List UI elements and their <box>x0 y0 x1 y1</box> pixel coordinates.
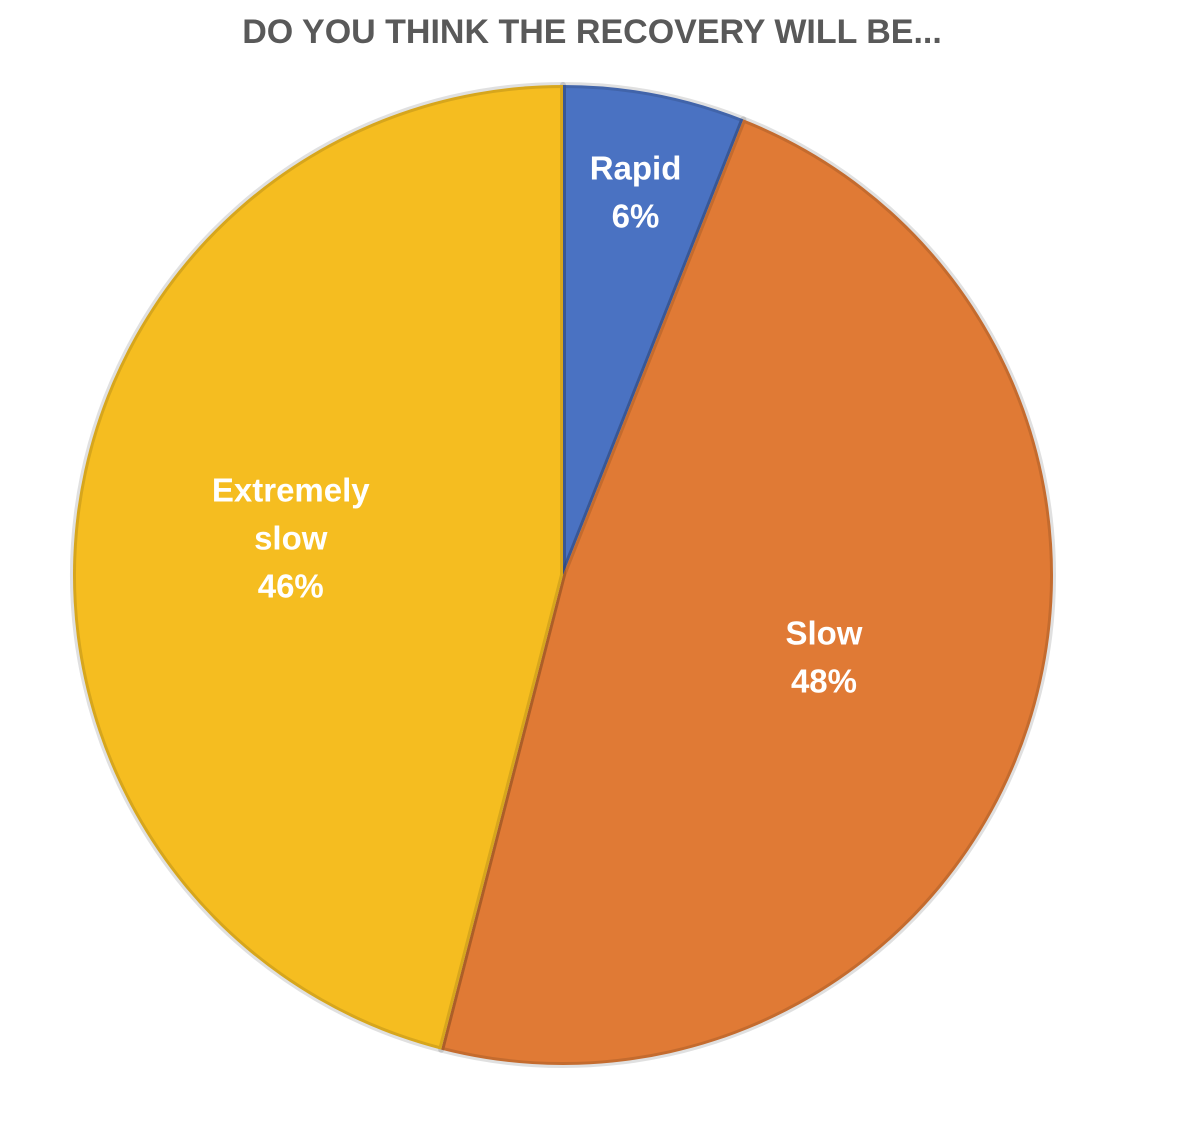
pie-slice <box>560 82 747 578</box>
value-label: 6% <box>612 197 660 234</box>
chart-title: DO YOU THINK THE RECOVERY WILL BE... <box>242 13 942 51</box>
pie-slice <box>69 82 566 1053</box>
value-label: 46% <box>258 567 324 604</box>
value-label: 48% <box>791 663 857 700</box>
slice-label: Rapid <box>590 149 682 186</box>
slice-label: Slow <box>785 615 862 652</box>
pie-slice <box>438 116 1057 1068</box>
slice-label: Extremely slow <box>212 471 370 556</box>
